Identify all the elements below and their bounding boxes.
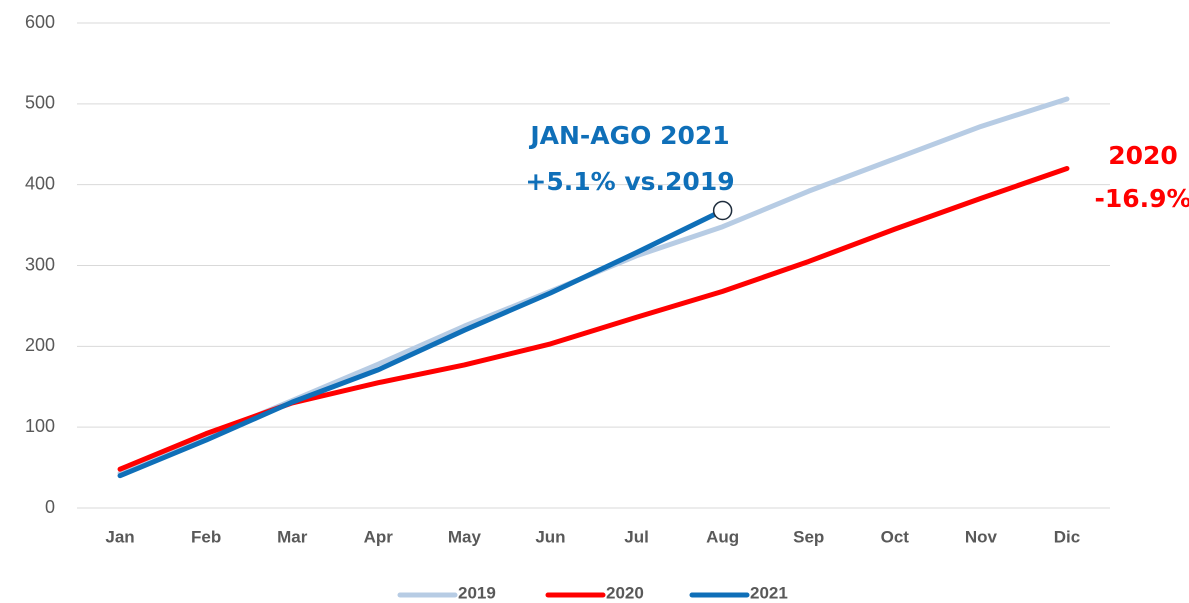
y-tick-label: 200 — [25, 335, 55, 355]
x-tick-label: Apr — [364, 527, 394, 546]
annotation: -16.9% — [1094, 184, 1189, 213]
x-tick-label: May — [448, 527, 482, 546]
y-tick-label: 500 — [25, 93, 55, 113]
x-tick-label: Sep — [793, 527, 824, 546]
y-tick-label: 0 — [45, 497, 55, 517]
annotation: 2020 — [1108, 141, 1178, 170]
y-tick-label: 400 — [25, 173, 55, 193]
x-tick-label: Feb — [191, 527, 221, 546]
x-tick-label: Aug — [706, 527, 739, 546]
x-tick-label: Dic — [1054, 527, 1080, 546]
y-tick-label: 300 — [25, 254, 55, 274]
annotation: JAN-AGO 2021 — [528, 121, 729, 150]
y-tick-label: 600 — [25, 12, 55, 32]
annotation: +5.1% vs.2019 — [525, 167, 734, 196]
x-tick-label: Jul — [624, 527, 649, 546]
series-line — [117, 166, 1070, 472]
x-tick-label: Jan — [105, 527, 134, 546]
x-tick-label: Jun — [535, 527, 565, 546]
legend-label: 2021 — [750, 583, 788, 602]
legend-label: 2020 — [606, 583, 644, 602]
y-tick-label: 100 — [25, 416, 55, 436]
series-line — [117, 208, 726, 479]
x-tick-label: Nov — [965, 527, 998, 546]
end-marker — [712, 200, 733, 221]
legend-label: 2019 — [458, 583, 496, 602]
x-tick-label: Mar — [277, 527, 308, 546]
x-tick-label: Oct — [881, 527, 910, 546]
